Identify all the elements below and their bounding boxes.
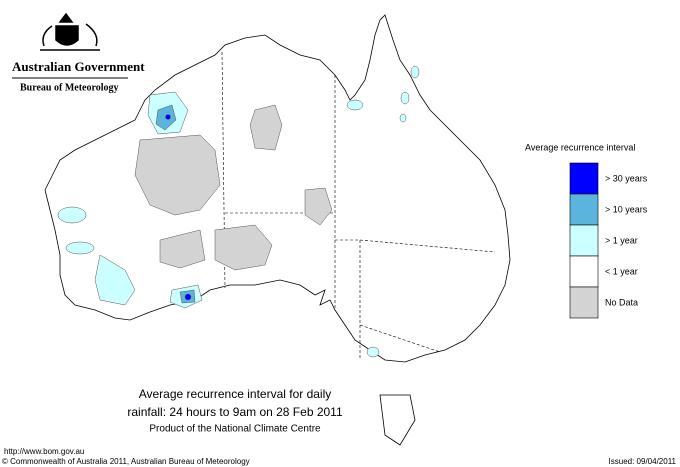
caption-line: Product of the National Climate Centre: [149, 424, 321, 435]
legend: > 30 years > 10 years > 1 year < 1 year No D…: [569, 162, 648, 319]
legend-label: > 10 years: [605, 204, 648, 214]
footer-url: http://www.bom.gov.au: [4, 447, 84, 456]
crest: [40, 12, 100, 51]
header-subtitle: Bureau of Meteorology: [20, 82, 119, 93]
header-title: Australian Government: [12, 59, 145, 74]
no-data-area: [159, 229, 206, 269]
legend-label: > 30 years: [605, 173, 648, 183]
area-over-1-year: [400, 91, 410, 105]
footer-issued: Issued: 09/04/2011: [609, 457, 677, 466]
area-over-1-year: [366, 346, 380, 358]
legend-label: No Data: [605, 297, 638, 307]
no-data-area: [134, 134, 221, 216]
area-over-1-year: [94, 254, 136, 306]
legend-swatch: [569, 162, 599, 195]
crest-supporters: [40, 23, 100, 51]
legend-swatch: [569, 255, 599, 288]
caption-line: Average recurrence interval for daily: [139, 387, 332, 401]
legend-title: Average recurrence interval: [525, 142, 635, 152]
area-over-1-year: [65, 241, 95, 255]
no-data-areas: [134, 104, 333, 271]
tasmania-outline: [379, 394, 416, 446]
footer-copyright: © Commonwealth of Australia 2011, Austra…: [2, 457, 250, 466]
legend-swatch: [569, 224, 599, 257]
no-data-area: [249, 104, 283, 151]
legend-swatch: [569, 193, 599, 226]
caption-line: rainfall: 24 hours to 9am on 28 Feb 2011: [127, 405, 343, 419]
recurrence-areas: [57, 65, 420, 358]
legend-swatch: [569, 286, 599, 319]
legend-label: < 1 year: [605, 266, 638, 276]
crest-shield: [55, 12, 79, 46]
area-over-30-years: [165, 114, 171, 120]
area-over-1-year: [410, 65, 420, 79]
no-data-area: [214, 224, 273, 271]
legend-label: > 1 year: [605, 235, 638, 245]
no-data-area: [304, 187, 333, 226]
nsw-vic-border: [359, 324, 441, 353]
australia-map: [44, 14, 511, 446]
area-over-30-years: [184, 293, 192, 301]
area-over-1-year: [57, 206, 87, 224]
area-over-1-year: [346, 99, 364, 111]
area-over-1-year: [399, 113, 407, 123]
